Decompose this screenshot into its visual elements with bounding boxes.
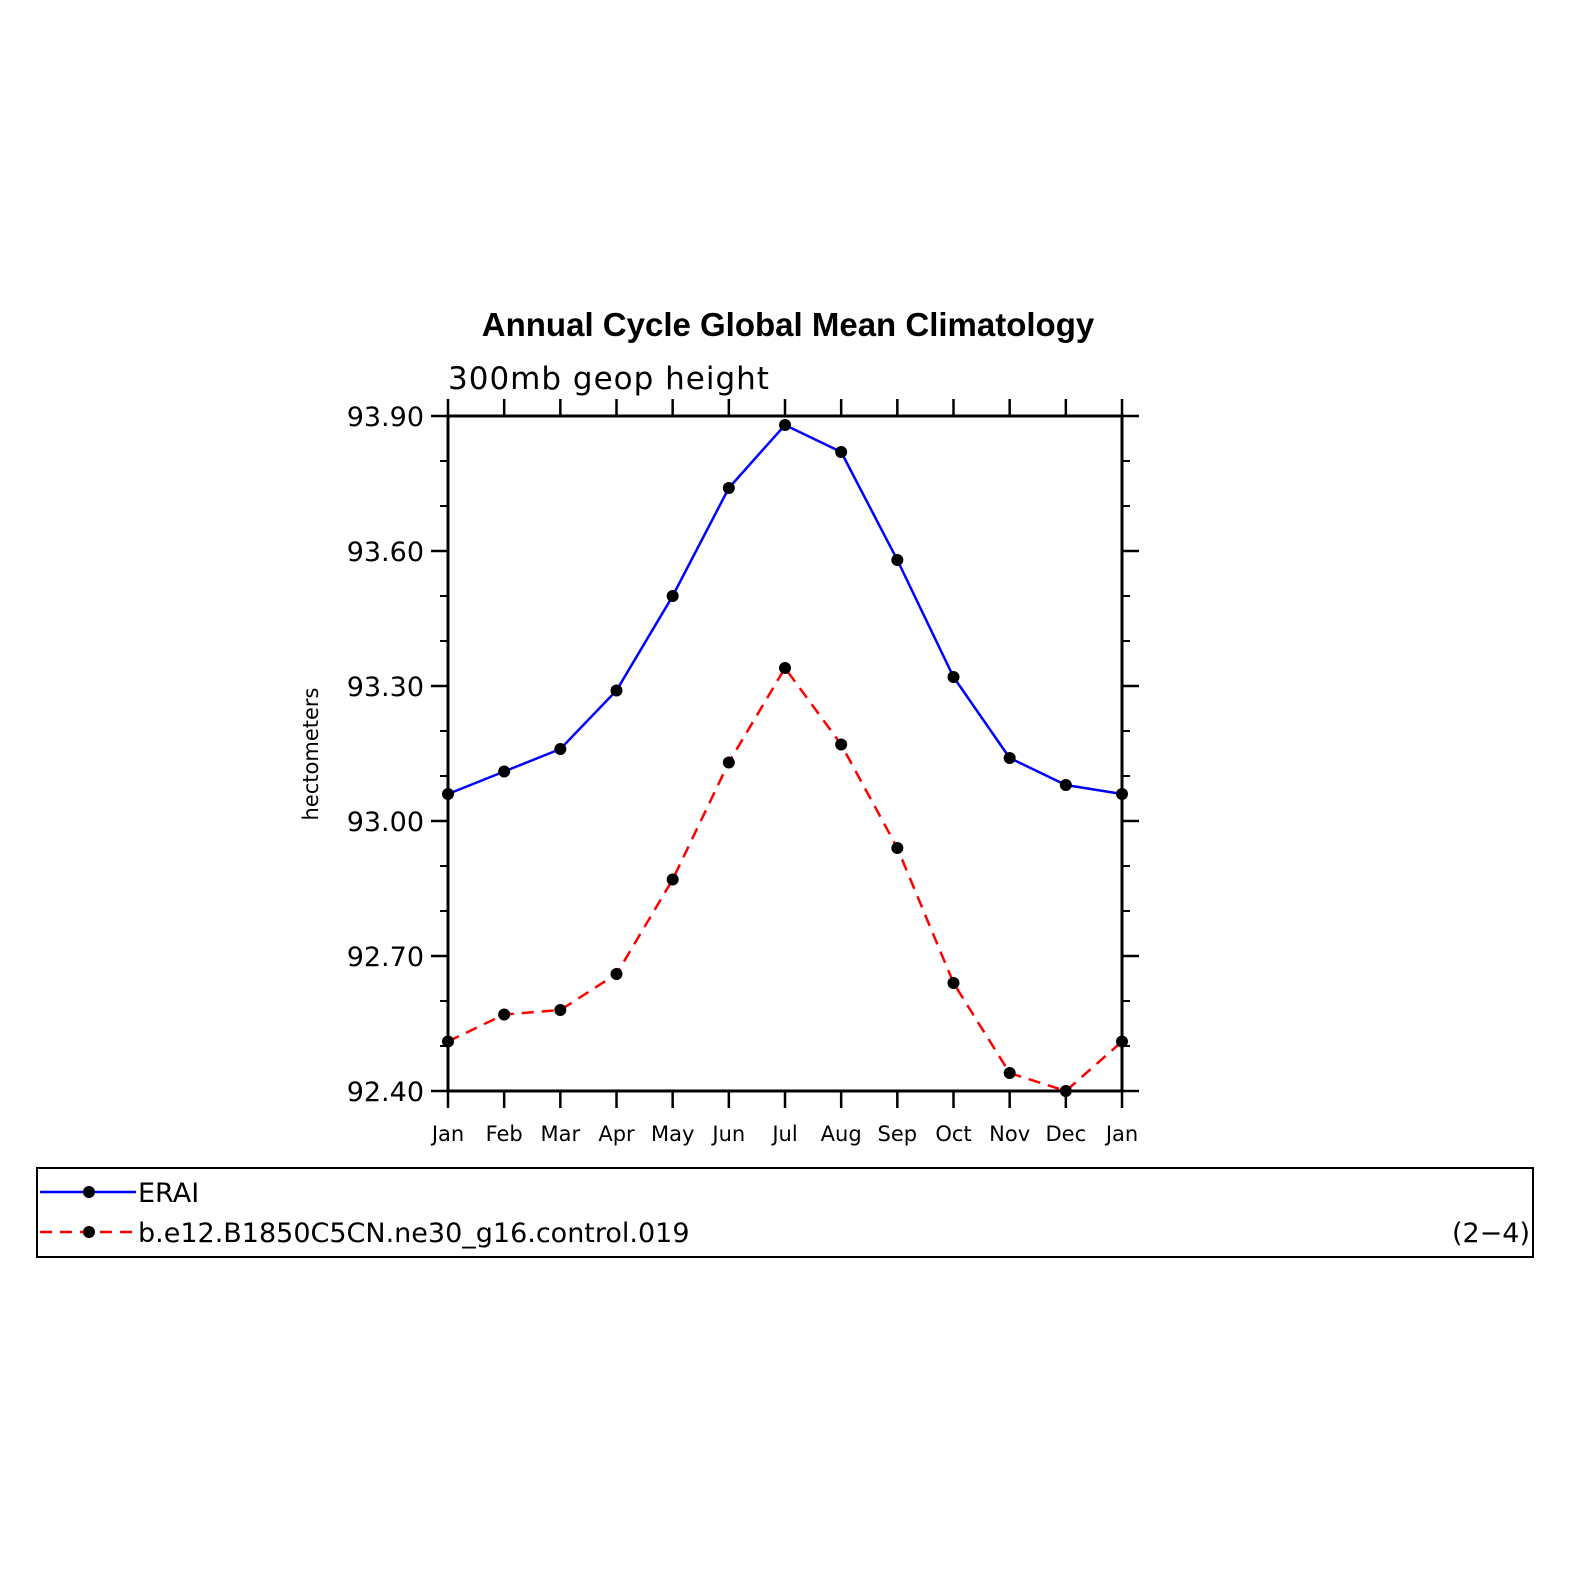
data-point [947,671,960,683]
chart-title: Annual Cycle Global Mean Climatology [482,306,1095,343]
data-point [891,554,904,566]
x-tick-label: Jul [770,1122,797,1146]
data-point [666,873,679,886]
data-point [835,738,848,751]
chart-subtitle: 300mb geop height [448,361,770,397]
data-point [1003,752,1016,764]
data-point [1116,788,1128,800]
data-point [554,743,567,755]
x-tick-label: Nov [989,1122,1030,1146]
x-tick-label: Feb [486,1122,523,1146]
series-points [442,419,1128,1097]
legend-marker-1 [83,1226,95,1238]
series-lines [447,423,1123,1093]
legend: ERAI b.e12.B1850C5CN.ne30_g16.control.01… [36,1167,1534,1258]
y-tick-label: 93.30 [347,672,424,703]
x-tick-label: May [651,1122,694,1146]
legend-marker-0 [83,1186,95,1198]
data-point [722,756,735,769]
data-point [891,842,904,854]
data-point [947,977,960,989]
legend-box [36,1167,1534,1258]
corner-label: (2−4) [1452,1218,1530,1249]
x-tick-label: Sep [878,1122,918,1146]
data-point [554,1004,567,1016]
x-tick-label: Oct [935,1122,971,1146]
y-ticks: 93.90 93.60 93.30 93.00 92.70 92.40 [347,402,1139,1108]
legend-label-0: ERAI [138,1178,199,1209]
data-point [442,1035,454,1048]
data-point [610,684,623,697]
data-point [835,446,848,458]
data-point [1059,1085,1072,1097]
y-tick-label: 93.60 [347,537,424,568]
y-tick-label: 92.70 [347,942,424,973]
data-point [610,968,623,980]
data-point [442,788,454,800]
data-point [1059,779,1072,791]
data-point [498,765,511,778]
y-axis-label: hectometers [299,688,323,821]
data-point [722,482,735,494]
data-point [779,662,791,674]
x-tick-label: Apr [598,1122,635,1146]
y-tick-label: 93.00 [347,807,424,838]
y-tick-label: 93.90 [347,402,424,433]
series-line-0 [447,423,1123,796]
data-point [498,1008,511,1021]
data-point [666,590,679,602]
series-line-1 [447,665,1123,1093]
x-tick-label: Jan [1104,1122,1138,1146]
data-point [1003,1067,1016,1079]
data-point [1116,1035,1128,1048]
data-point [779,419,791,431]
legend-label-1: b.e12.B1850C5CN.ne30_g16.control.019 [138,1218,690,1249]
x-ticks: Jan Feb Mar Apr May Jun Jul Aug Sep Oct Nov Dec Jan [430,399,1138,1146]
y-tick-label: 92.40 [347,1077,424,1108]
x-tick-label: Dec [1046,1122,1087,1146]
x-tick-label: Mar [541,1122,581,1146]
x-tick-label: Aug [821,1122,862,1146]
x-tick-label: Jan [430,1122,464,1146]
x-tick-label: Jun [710,1122,745,1146]
